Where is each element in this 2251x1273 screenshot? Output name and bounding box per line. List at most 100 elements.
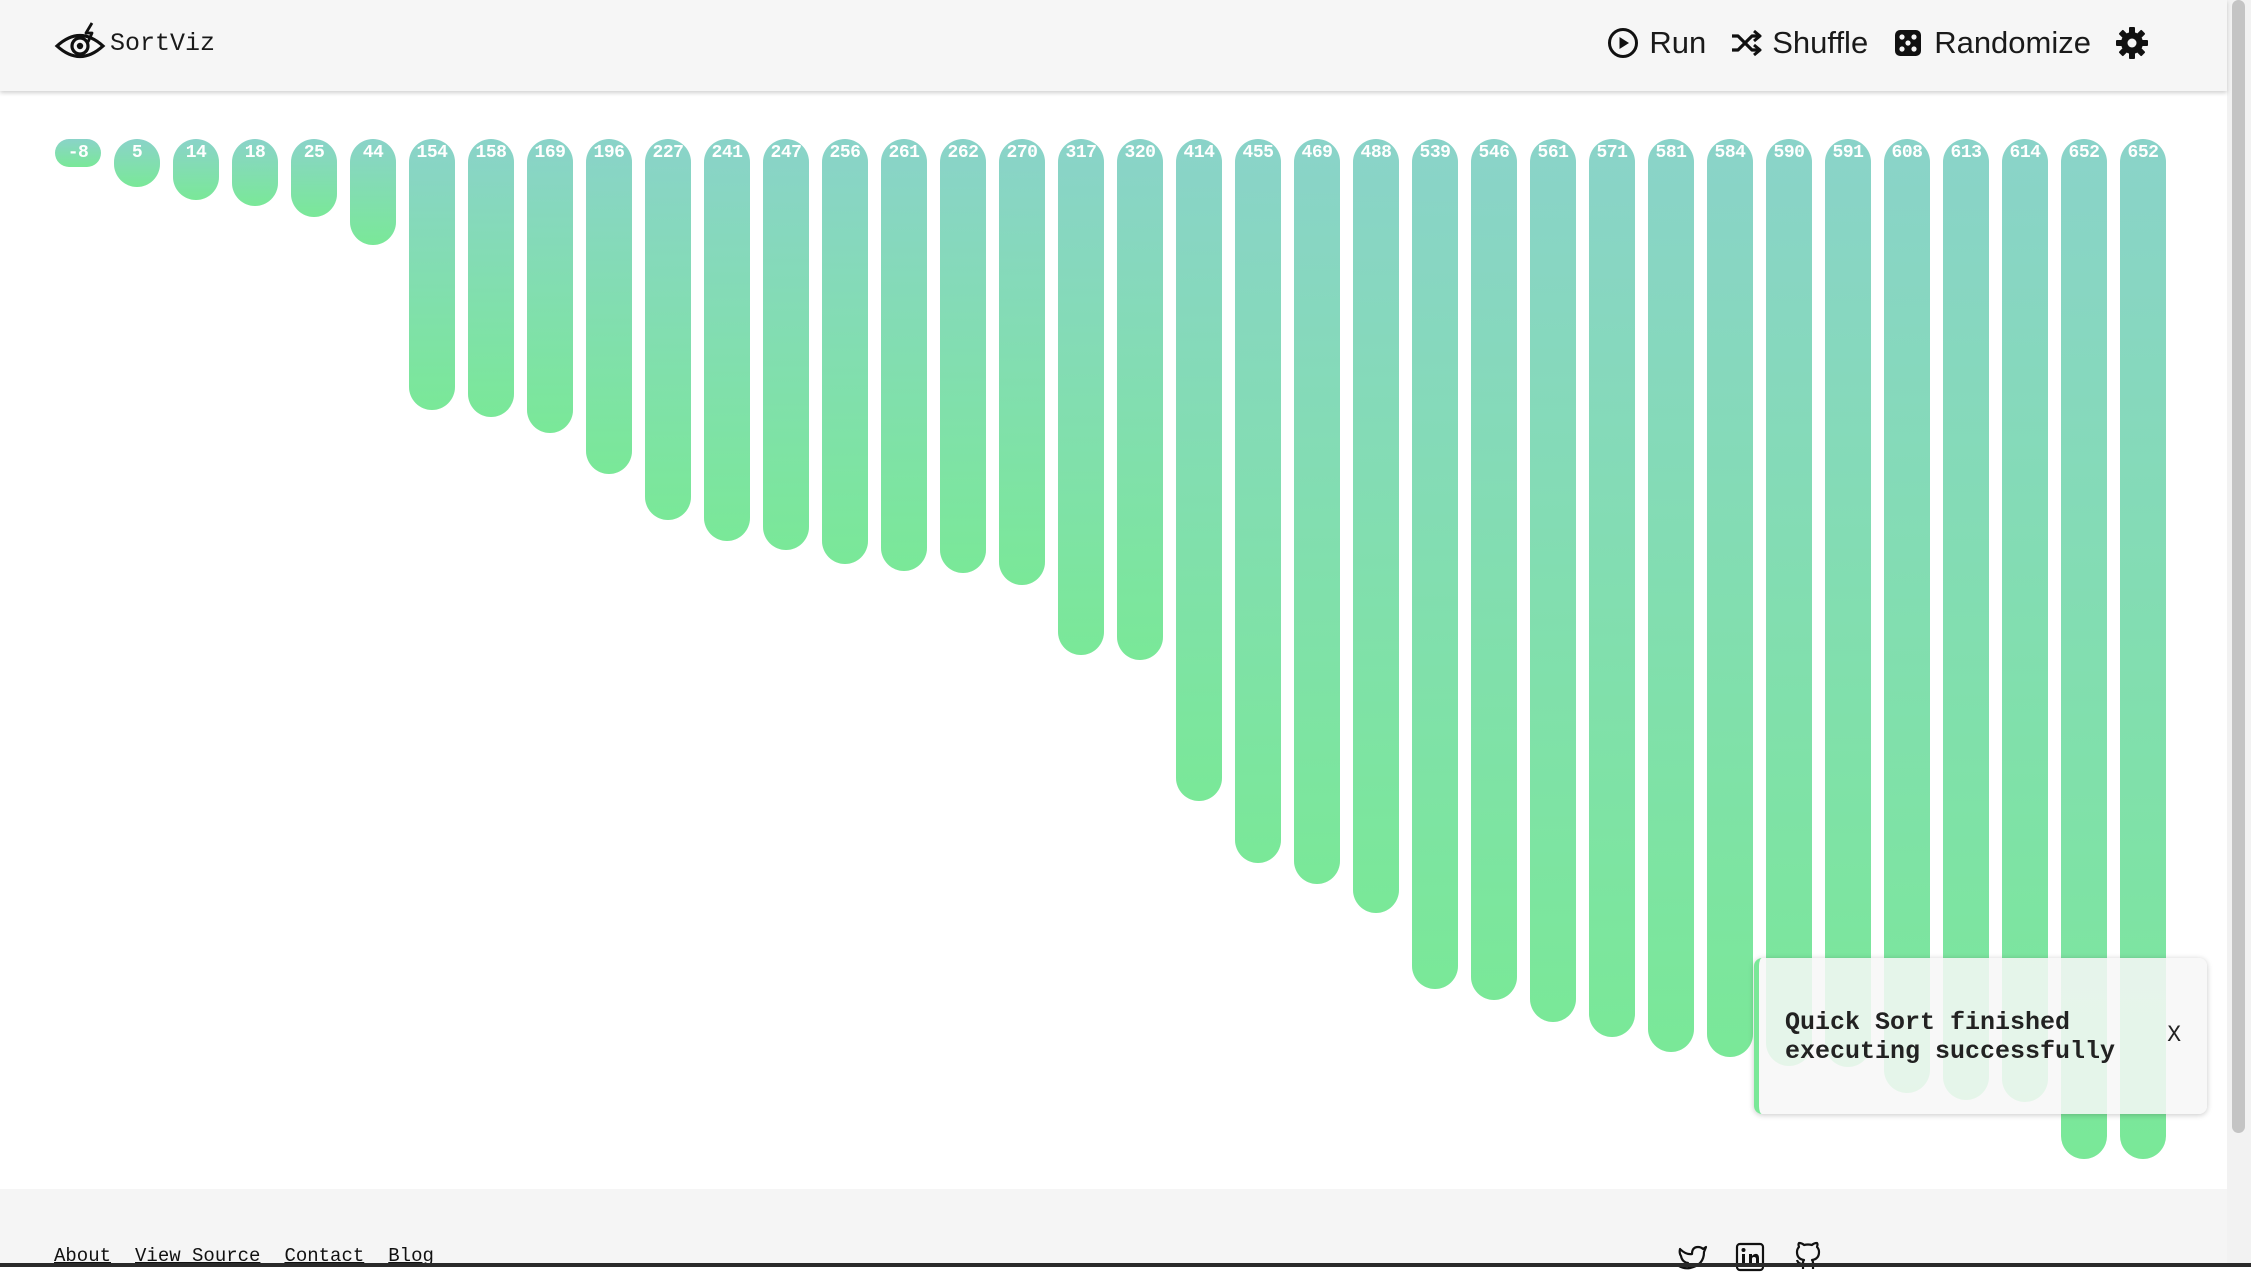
run-button[interactable]: Run (1607, 25, 1706, 61)
linkedin-icon[interactable] (1734, 1241, 1766, 1273)
shuffle-label: Shuffle (1772, 25, 1869, 60)
array-bar: 561 (1530, 139, 1576, 1023)
play-circle-icon (1607, 27, 1639, 59)
randomize-button[interactable]: Randomize (1892, 25, 2091, 61)
bar-value-label: 320 (1124, 143, 1156, 163)
bar-value-label: 488 (1360, 143, 1392, 163)
array-bar: 455 (1235, 139, 1281, 863)
array-bar: 18 (232, 139, 278, 207)
bar-value-label: 571 (1596, 143, 1628, 163)
bar-value-label: 317 (1065, 143, 1097, 163)
array-bar: 571 (1589, 139, 1635, 1038)
array-bar: 158 (468, 139, 514, 417)
array-bar: 539 (1412, 139, 1458, 990)
toast-message: Quick Sort finished executing successful… (1785, 1008, 2116, 1066)
array-bar: 169 (527, 139, 573, 434)
array-bar: 261 (881, 139, 927, 572)
array-bar: 44 (350, 139, 396, 246)
bar-value-label: 18 (244, 143, 266, 163)
dice-icon (1892, 27, 1924, 59)
github-icon[interactable] (1792, 1241, 1824, 1273)
bar-value-label: 455 (1242, 143, 1274, 163)
shuffle-icon (1730, 28, 1762, 58)
shuffle-button[interactable]: Shuffle (1730, 25, 1868, 61)
twitter-icon[interactable] (1676, 1241, 1708, 1273)
bar-value-label: 154 (416, 143, 448, 163)
bar-value-label: 256 (829, 143, 861, 163)
array-bar: 196 (586, 139, 632, 474)
bar-value-label: 546 (1478, 143, 1510, 163)
bar-value-label: 539 (1419, 143, 1451, 163)
array-bar: 581 (1648, 139, 1694, 1053)
bottom-border (0, 1263, 2251, 1267)
bar-value-label: 591 (1832, 143, 1864, 163)
bar-value-label: 613 (1950, 143, 1982, 163)
bar-value-label: 227 (652, 143, 684, 163)
array-bar: 25 (291, 139, 337, 217)
brand[interactable]: SortViz (54, 20, 215, 66)
toast-close-button[interactable]: X (2167, 1022, 2181, 1048)
footer: About View Source Contact Blog (0, 1189, 2227, 1272)
bar-value-label: 261 (888, 143, 920, 163)
footer-link-blog[interactable]: Blog (388, 1245, 434, 1267)
bar-value-label: 561 (1537, 143, 1569, 163)
array-bar: 591 (1825, 139, 1871, 1068)
bar-value-label: 581 (1655, 143, 1687, 163)
bar-value-label: 652 (2127, 143, 2159, 163)
vertical-scrollbar[interactable] (2227, 0, 2251, 1263)
bar-value-label: 262 (947, 143, 979, 163)
array-bar: 227 (645, 139, 691, 521)
bar-value-label: 44 (362, 143, 384, 163)
array-bar: 614 (2002, 139, 2048, 1102)
array-bar: 469 (1294, 139, 1340, 884)
bar-value-label: -8 (67, 143, 89, 163)
bars-stage: -8 5 14 18 25 44 154 158 169 196 227 241 247 256 261 26… (0, 91, 2227, 1189)
bar-value-label: 469 (1301, 143, 1333, 163)
bar-value-label: 652 (2068, 143, 2100, 163)
bar-value-label: 270 (1006, 143, 1038, 163)
array-bar: 262 (940, 139, 986, 573)
bar-value-label: 414 (1183, 143, 1215, 163)
header-nav: Run Shuffle Randomize (1583, 20, 2149, 66)
footer-link-view-source[interactable]: View Source (135, 1245, 261, 1267)
social-links (1676, 1241, 1824, 1273)
footer-link-contact[interactable]: Contact (284, 1245, 365, 1267)
randomize-label: Randomize (1934, 25, 2091, 60)
array-bar: 256 (822, 139, 868, 564)
array-bar: 5 (114, 139, 160, 187)
array-bar: -8 (55, 139, 101, 167)
array-bar: 14 (173, 139, 219, 201)
array-bar: 608 (1884, 139, 1930, 1093)
footer-links: About View Source Contact Blog (54, 1245, 434, 1267)
brand-name: SortViz (110, 28, 216, 58)
bar-value-label: 169 (534, 143, 566, 163)
bar-value-label: 590 (1773, 143, 1805, 163)
array-bar: 546 (1471, 139, 1517, 1000)
array-bar: 488 (1353, 139, 1399, 913)
scrollbar-thumb[interactable] (2232, 0, 2245, 1133)
array-bar: 241 (704, 139, 750, 542)
bar-value-label: 608 (1891, 143, 1923, 163)
array-bar: 590 (1766, 139, 1812, 1066)
bar-value-label: 196 (593, 143, 625, 163)
bar-value-label: 241 (711, 143, 743, 163)
array-bar: 270 (999, 139, 1045, 585)
array-bar: 317 (1058, 139, 1104, 656)
settings-button[interactable] (2115, 26, 2149, 60)
bar-value-label: 247 (770, 143, 802, 163)
array-bar: 414 (1176, 139, 1222, 802)
array-bar: 154 (409, 139, 455, 411)
bar-value-label: 158 (475, 143, 507, 163)
eye-logo-icon (54, 21, 106, 65)
app-header: SortViz Run Shuffle Randomize (0, 0, 2227, 91)
footer-link-about[interactable]: About (54, 1245, 112, 1267)
toast-notification: Quick Sort finished executing successful… (1754, 958, 2207, 1114)
array-bar: 320 (1117, 139, 1163, 660)
bar-value-label: 584 (1714, 143, 1746, 163)
gear-icon (2115, 26, 2149, 60)
array-bar: 613 (1943, 139, 1989, 1101)
bar-value-label: 614 (2009, 143, 2041, 163)
array-bar: 584 (1707, 139, 1753, 1057)
run-label: Run (1649, 25, 1707, 60)
array-bar: 247 (763, 139, 809, 551)
